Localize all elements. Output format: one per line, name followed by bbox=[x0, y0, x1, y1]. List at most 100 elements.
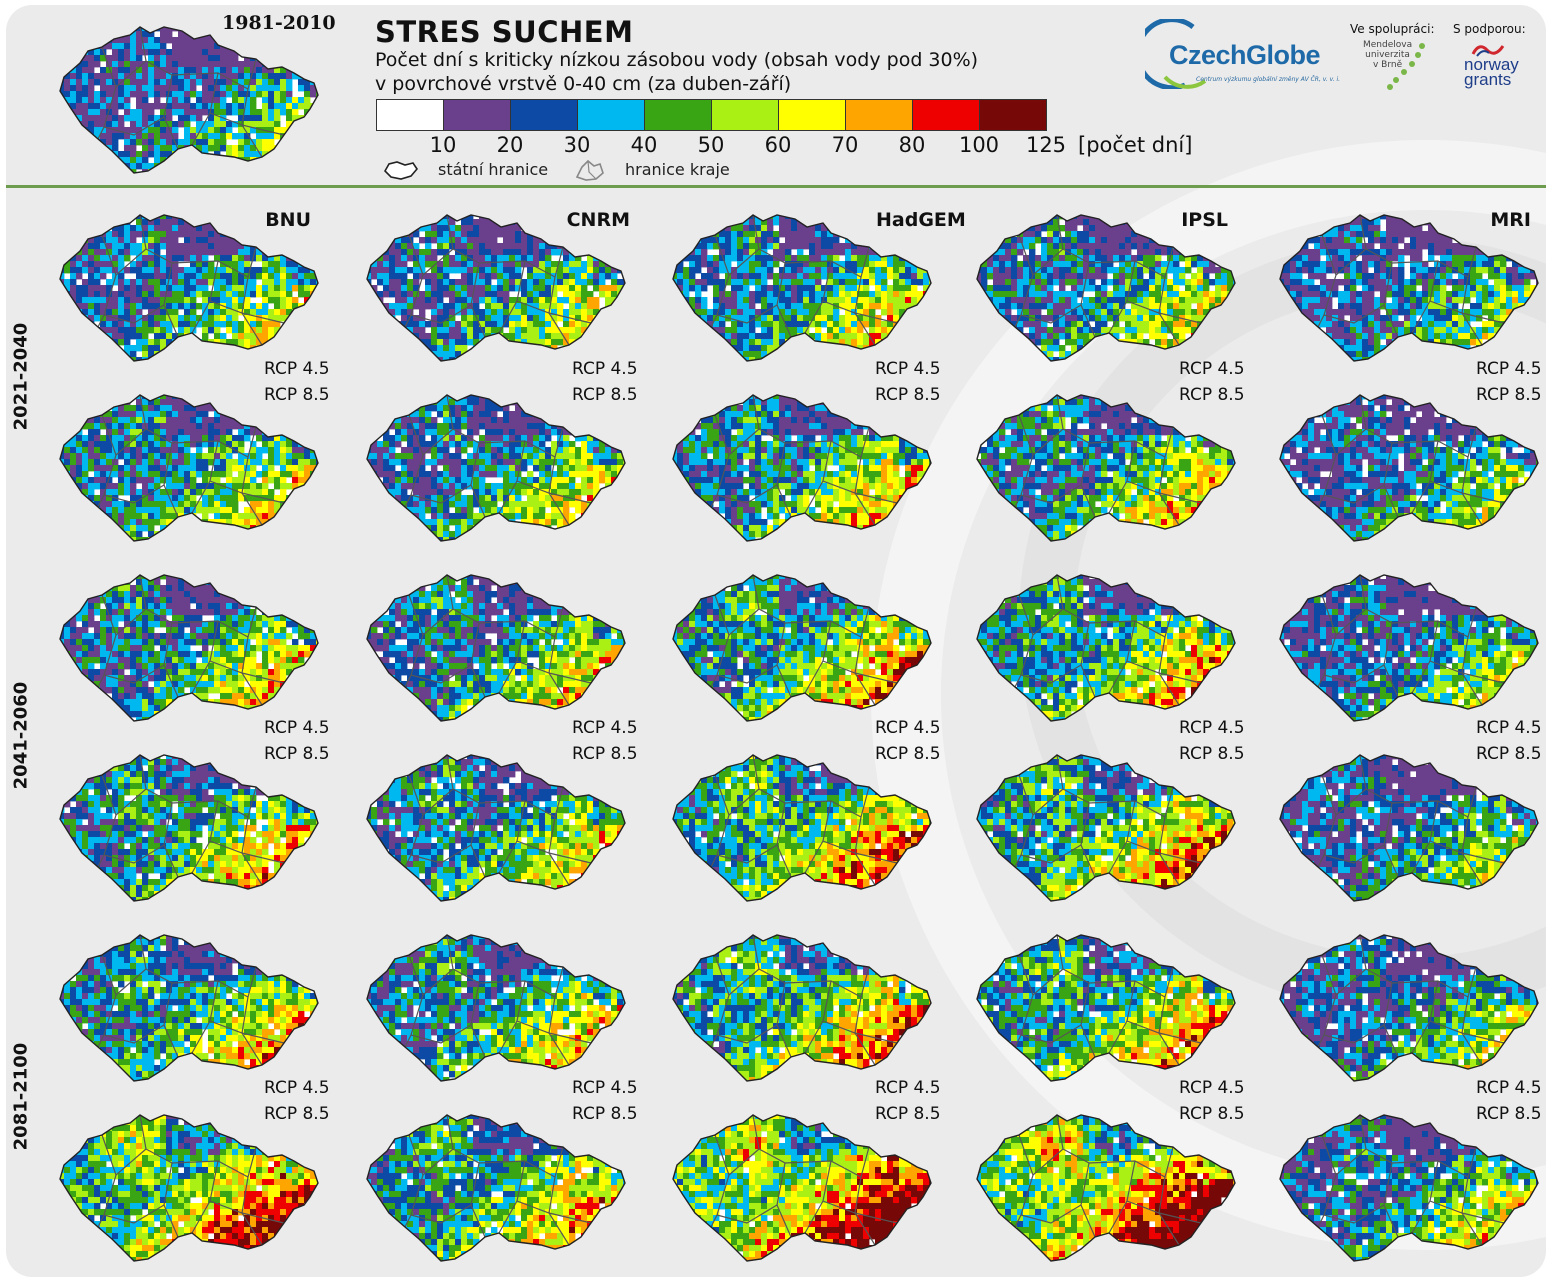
scenario-label: RCP 8.5 bbox=[1476, 1104, 1542, 1124]
legend-tick-label: 30 bbox=[564, 133, 591, 157]
scenario-map bbox=[1279, 934, 1539, 1082]
scenario-map bbox=[366, 574, 626, 722]
legend-swatch bbox=[712, 100, 779, 130]
norway-grants-swirl-icon bbox=[1471, 45, 1505, 57]
legend-tick-label: 80 bbox=[899, 133, 926, 157]
legend-swatch bbox=[377, 100, 444, 130]
scenario-map bbox=[976, 214, 1236, 362]
scenario-label: RCP 4.5 bbox=[572, 1078, 638, 1098]
scenario-label: RCP 8.5 bbox=[875, 744, 941, 764]
czechglobe-logo-text: CzechGlobe bbox=[1169, 40, 1321, 71]
legend-swatch bbox=[980, 100, 1046, 130]
scenario-label: RCP 4.5 bbox=[264, 1078, 330, 1098]
color-legend-bar bbox=[376, 99, 1047, 131]
subtitle-line-1: Počet dní s kriticky nízkou zásobou vody… bbox=[375, 49, 978, 71]
scenario-label: RCP 4.5 bbox=[1476, 1078, 1542, 1098]
legend-tick-label: 10 bbox=[430, 133, 457, 157]
state-border-label: státní hranice bbox=[438, 160, 548, 179]
legend-tick-label: 60 bbox=[765, 133, 792, 157]
mendel-line-1: Mendelova bbox=[1363, 40, 1412, 50]
scenario-label: RCP 8.5 bbox=[1179, 385, 1245, 405]
period-label: 2041-2060 bbox=[11, 676, 32, 796]
norway-line-1: norway bbox=[1464, 56, 1519, 73]
scenario-map bbox=[672, 1114, 932, 1262]
scenario-map bbox=[1279, 574, 1539, 722]
scenario-label: RCP 4.5 bbox=[572, 359, 638, 379]
legend-swatch bbox=[846, 100, 913, 130]
scenario-map bbox=[59, 934, 319, 1082]
baseline-map bbox=[59, 26, 319, 174]
scenario-label: RCP 8.5 bbox=[572, 1104, 638, 1124]
baseline-period-label: 1981-2010 bbox=[222, 12, 336, 34]
legend-tick-label: 50 bbox=[698, 133, 725, 157]
scenario-map bbox=[59, 1114, 319, 1262]
scenario-map bbox=[366, 214, 626, 362]
scenario-map bbox=[366, 1114, 626, 1262]
page-title: STRES SUCHEM bbox=[375, 15, 633, 49]
cooperation-label: Ve spolupráci: bbox=[1350, 22, 1435, 36]
legend-swatch bbox=[578, 100, 645, 130]
scenario-map bbox=[976, 1114, 1236, 1262]
scenario-label: RCP 4.5 bbox=[875, 718, 941, 738]
scenario-label: RCP 4.5 bbox=[1476, 718, 1542, 738]
scenario-map bbox=[672, 394, 932, 542]
legend-swatch bbox=[444, 100, 511, 130]
model-label-bnu: BNU bbox=[241, 209, 311, 231]
legend-tick-label: 100 bbox=[959, 133, 999, 157]
scenario-label: RCP 8.5 bbox=[264, 744, 330, 764]
scenario-map bbox=[366, 394, 626, 542]
scenario-map bbox=[976, 934, 1236, 1082]
legend-unit: [počet dní] bbox=[1078, 133, 1192, 157]
mendel-university-logo: Mendelova univerzita v Brně bbox=[1363, 40, 1412, 70]
scenario-label: RCP 4.5 bbox=[1179, 359, 1245, 379]
scenario-map bbox=[1279, 214, 1539, 362]
legend-tick-label: 20 bbox=[497, 133, 524, 157]
scenario-map bbox=[1279, 394, 1539, 542]
scenario-label: RCP 8.5 bbox=[875, 1104, 941, 1124]
figure-panel: 1981-2010 STRES SUCHEM Počet dní s kriti… bbox=[6, 5, 1546, 1277]
scenario-label: RCP 4.5 bbox=[875, 1078, 941, 1098]
scenario-label: RCP 4.5 bbox=[264, 718, 330, 738]
legend-tick-label: 40 bbox=[631, 133, 658, 157]
scenario-map bbox=[59, 574, 319, 722]
subtitle-line-2: v povrchové vrstvě 0-40 cm (za duben-zář… bbox=[375, 73, 791, 95]
scenario-label: RCP 4.5 bbox=[1179, 1078, 1245, 1098]
scenario-label: RCP 8.5 bbox=[1476, 385, 1542, 405]
scenario-label: RCP 8.5 bbox=[264, 385, 330, 405]
mendel-line-2: univerzita bbox=[1363, 50, 1412, 60]
scenario-label: RCP 8.5 bbox=[572, 744, 638, 764]
mendel-dots-icon bbox=[1387, 43, 1425, 90]
scenario-map bbox=[366, 934, 626, 1082]
scenario-label: RCP 4.5 bbox=[875, 359, 941, 379]
czechglobe-logo-subtitle: Centrum výzkumu globální změny AV ČR, v.… bbox=[1196, 76, 1340, 83]
scenario-label: RCP 4.5 bbox=[1476, 359, 1542, 379]
scenario-map bbox=[1279, 754, 1539, 902]
mendel-line-3: v Brně bbox=[1363, 60, 1412, 70]
scenario-map bbox=[672, 574, 932, 722]
region-border-label: hranice kraje bbox=[625, 160, 730, 179]
scenario-label: RCP 8.5 bbox=[572, 385, 638, 405]
period-label: 2081-2100 bbox=[11, 1037, 32, 1157]
scenario-map bbox=[59, 214, 319, 362]
norway-grants-logo: norway grants bbox=[1464, 56, 1519, 88]
scenario-map bbox=[59, 754, 319, 902]
model-label-hadgem: HadGEM bbox=[876, 209, 966, 231]
scenario-map bbox=[672, 934, 932, 1082]
state-border-symbol-icon bbox=[384, 161, 419, 180]
scenario-map bbox=[672, 214, 932, 362]
scenario-map bbox=[1279, 1114, 1539, 1262]
scenario-map bbox=[366, 754, 626, 902]
model-label-cnrm: CNRM bbox=[560, 209, 630, 231]
support-label: S podporou: bbox=[1453, 22, 1526, 36]
scenario-map bbox=[59, 394, 319, 542]
scenario-label: RCP 4.5 bbox=[264, 359, 330, 379]
legend-swatch bbox=[913, 100, 980, 130]
scenario-label: RCP 8.5 bbox=[875, 385, 941, 405]
scenario-label: RCP 8.5 bbox=[264, 1104, 330, 1124]
czechglobe-logo bbox=[1145, 19, 1207, 89]
header-divider bbox=[6, 185, 1546, 188]
legend-tick-label: 70 bbox=[832, 133, 859, 157]
region-border-symbol-icon bbox=[575, 159, 604, 181]
scenario-map bbox=[672, 754, 932, 902]
legend-swatch bbox=[645, 100, 712, 130]
